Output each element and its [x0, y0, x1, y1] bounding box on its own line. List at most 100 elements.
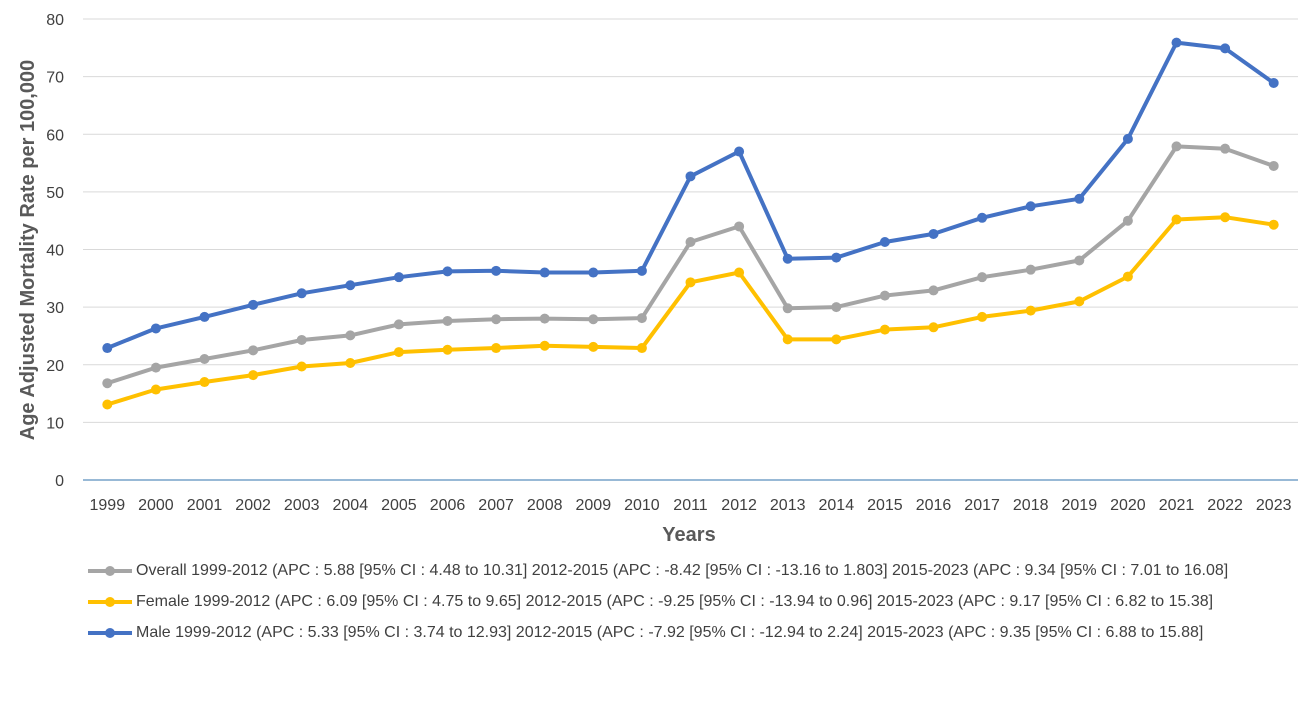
data-point-female-2011: [685, 277, 696, 288]
legend-label-overall: Overall 1999-2012 (APC : 5.88 [95% CI : …: [136, 562, 1229, 579]
series-lines: [102, 37, 1279, 410]
data-point-female-2016: [928, 322, 939, 333]
legend-swatch-female: [88, 597, 132, 607]
x-tick-label-2023: 2023: [1256, 497, 1292, 514]
data-point-female-2003: [296, 361, 307, 372]
data-point-female-2006: [442, 344, 453, 355]
data-point-female-2010: [636, 343, 647, 354]
data-point-male-2023: [1268, 77, 1279, 88]
data-point-male-2004: [345, 280, 356, 291]
x-tick-label-2009: 2009: [576, 497, 612, 514]
x-tick-label-1999: 1999: [90, 497, 126, 514]
data-point-male-2008: [539, 267, 550, 278]
data-point-overall-2010: [636, 313, 647, 324]
x-tick-label-2000: 2000: [138, 497, 174, 514]
data-point-female-2013: [782, 334, 793, 345]
x-tick-label-2001: 2001: [187, 497, 223, 514]
x-tick-label-2015: 2015: [867, 497, 903, 514]
data-point-overall-2023: [1268, 160, 1279, 171]
x-tick-label-2022: 2022: [1207, 497, 1243, 514]
data-point-overall-2000: [150, 362, 161, 373]
data-point-male-2007: [491, 265, 502, 276]
data-point-overall-2005: [393, 319, 404, 330]
data-point-overall-2021: [1171, 141, 1182, 152]
data-point-overall-2016: [928, 285, 939, 296]
x-tick-label-2018: 2018: [1013, 497, 1049, 514]
data-point-male-2014: [831, 252, 842, 263]
x-tick-label-2012: 2012: [721, 497, 757, 514]
y-tick-label-70: 70: [46, 70, 64, 87]
data-point-overall-2014: [831, 302, 842, 313]
x-tick-label-2005: 2005: [381, 497, 417, 514]
legend-swatch-overall: [88, 566, 132, 576]
data-point-male-2020: [1122, 133, 1133, 144]
data-point-female-2017: [977, 311, 988, 322]
data-point-female-2023: [1268, 219, 1279, 230]
data-point-male-2000: [150, 323, 161, 334]
data-point-female-2007: [491, 343, 502, 354]
data-point-overall-2012: [734, 221, 745, 232]
data-point-male-2017: [977, 212, 988, 223]
data-point-overall-2009: [588, 314, 599, 325]
data-point-male-2010: [636, 265, 647, 276]
data-point-female-2004: [345, 358, 356, 369]
x-tick-label-2020: 2020: [1110, 497, 1146, 514]
y-tick-label-30: 30: [46, 300, 64, 317]
x-tick-label-2007: 2007: [478, 497, 514, 514]
data-point-overall-2017: [977, 272, 988, 283]
y-tick-label-10: 10: [46, 415, 64, 432]
data-point-female-2019: [1074, 296, 1085, 307]
y-tick-label-80: 80: [46, 12, 64, 29]
data-point-male-2011: [685, 171, 696, 182]
data-point-overall-2007: [491, 314, 502, 325]
data-point-overall-2002: [248, 345, 259, 356]
data-point-male-1999: [102, 343, 113, 354]
x-tick-label-2016: 2016: [916, 497, 952, 514]
x-tick-label-2006: 2006: [430, 497, 466, 514]
data-point-male-2003: [296, 288, 307, 299]
x-tick-label-2008: 2008: [527, 497, 563, 514]
data-point-male-2001: [199, 311, 210, 322]
series-overall: [102, 141, 1279, 389]
legend-entry-overall: Overall 1999-2012 (APC : 5.88 [95% CI : …: [88, 560, 1298, 582]
y-axis-title: Age Adjusted Mortality Rate per 100,000: [17, 60, 39, 441]
data-point-male-2018: [1025, 201, 1036, 212]
legend-swatch-male: [88, 628, 132, 638]
data-point-male-2006: [442, 266, 453, 277]
data-point-female-2005: [393, 347, 404, 358]
x-tick-label-2004: 2004: [333, 497, 369, 514]
y-tick-label-20: 20: [46, 358, 64, 375]
data-point-overall-2011: [685, 237, 696, 248]
x-tick-label-2021: 2021: [1159, 497, 1195, 514]
data-point-male-2005: [393, 272, 404, 283]
data-point-overall-2004: [345, 330, 356, 341]
data-point-female-2001: [199, 377, 210, 388]
data-point-male-2013: [782, 253, 793, 264]
series-line-overall: [105, 144, 1276, 386]
series-female: [102, 212, 1279, 410]
grid-lines: [83, 18, 1298, 481]
y-tick-labels: 0 10 20 30 40 50 60 70 80: [46, 12, 64, 490]
legend: Overall 1999-2012 (APC : 5.88 [95% CI : …: [88, 560, 1298, 653]
data-point-overall-2001: [199, 353, 210, 364]
data-point-male-2021: [1171, 37, 1182, 48]
data-point-overall-1999: [102, 378, 113, 389]
data-point-female-2020: [1122, 271, 1133, 282]
data-point-female-1999: [102, 399, 113, 410]
data-point-overall-2013: [782, 303, 793, 314]
data-point-female-2009: [588, 341, 599, 352]
x-tick-label-2002: 2002: [235, 497, 271, 514]
legend-entry-female: Female 1999-2012 (APC : 6.09 [95% CI : 4…: [88, 591, 1298, 613]
x-tick-label-2019: 2019: [1062, 497, 1098, 514]
data-point-female-2014: [831, 334, 842, 345]
data-point-male-2016: [928, 228, 939, 239]
data-point-overall-2022: [1220, 143, 1231, 154]
x-axis-title: Years: [662, 524, 715, 546]
series-male: [102, 37, 1279, 354]
data-point-female-2000: [150, 384, 161, 395]
data-point-male-2015: [879, 237, 890, 248]
x-tick-labels: 1999 2000 2001 2002 2003 2004 2005 2006 2007 2008…: [90, 497, 1292, 514]
data-point-male-2022: [1220, 43, 1231, 54]
data-point-overall-2015: [879, 290, 890, 301]
data-point-overall-2006: [442, 315, 453, 326]
